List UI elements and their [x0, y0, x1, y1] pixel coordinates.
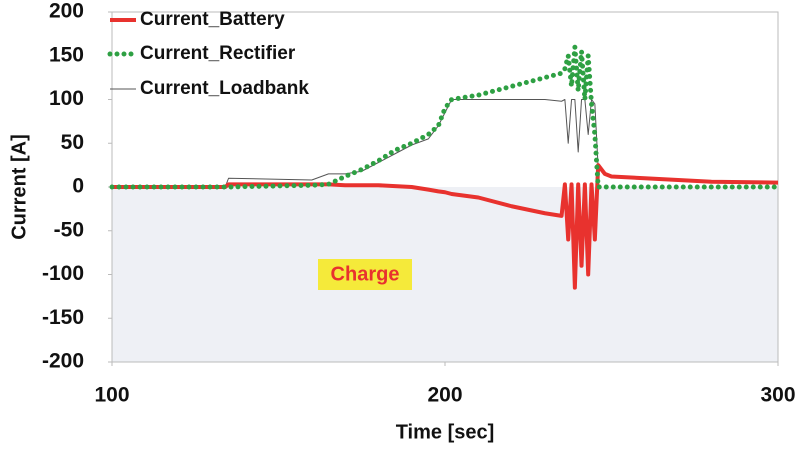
x-tick-label: 100 [94, 384, 129, 407]
y-tick-label: -150 [42, 306, 84, 329]
y-tick-label: 50 [61, 131, 84, 154]
legend-label: Current_Rectifier [140, 43, 296, 64]
legend-label: Current_Battery [140, 9, 285, 30]
series-line [109, 44, 781, 190]
y-tick-label: 100 [49, 87, 84, 110]
series-line [112, 163, 779, 290]
y-tick-label: 200 [49, 0, 84, 23]
y-axis-label: Current [A] [8, 134, 30, 240]
negative-region [112, 187, 778, 362]
x-tick-label: 300 [760, 384, 795, 407]
y-tick-label: 0 [72, 175, 84, 198]
annotation: Charge [331, 263, 400, 285]
annotation-box [318, 259, 412, 290]
x-axis-label: Time [sec] [396, 421, 495, 443]
legend-label: Current_Loadbank [140, 78, 309, 99]
y-tick-label: -100 [42, 262, 84, 285]
x-tick-label: 200 [427, 384, 462, 407]
y-tick-label: -200 [42, 350, 84, 373]
y-tick-label: -50 [54, 218, 84, 241]
y-tick-label: 150 [49, 43, 84, 66]
